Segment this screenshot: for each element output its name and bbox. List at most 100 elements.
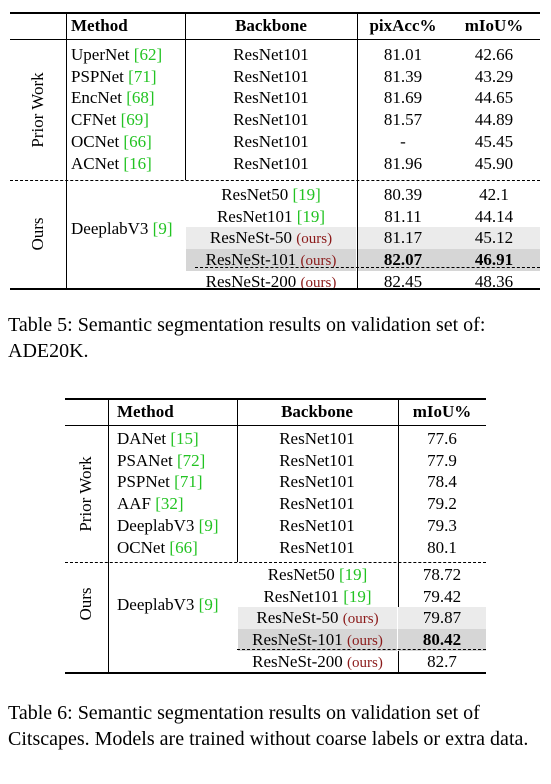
backbone-cell: ResNet101 — [279, 472, 355, 492]
miou-cell: 44.14 — [474, 206, 514, 226]
pixacc-cell: 81.96 — [383, 153, 423, 173]
miou-cell: 77.6 — [427, 429, 457, 448]
method-cite: [62] — [133, 45, 163, 64]
pixacc-cell: 81.57 — [383, 110, 423, 130]
table-5: Method Backbone pixAcc% mIoU% Prior Work… — [10, 12, 540, 291]
pixacc-cell: 81.01 — [383, 45, 423, 64]
miou-cell: 79.87 — [398, 607, 486, 630]
pixacc-cell: 80.39 — [383, 185, 423, 204]
backbone-cell: ResNet101 — [279, 450, 355, 470]
bottom-rule — [65, 672, 486, 674]
table-row: PSANet [72] ResNet101 77.9 — [65, 450, 486, 472]
method-name: PSANet — [117, 450, 173, 470]
vrule-method — [237, 398, 238, 562]
method-name: PSPNet — [117, 472, 170, 492]
method-cell: UperNet [62] — [71, 44, 162, 66]
miou-cell: 43.29 — [474, 66, 514, 86]
backbone-name: ResNet101 — [216, 206, 293, 226]
backbone-cell: ResNet101 [19] — [238, 586, 397, 608]
pixacc-cell: - — [400, 131, 406, 151]
backbone-cell: ResNet50 [19] — [238, 564, 397, 586]
method-cite: [16] — [123, 153, 152, 173]
header-pixacc: pixAcc% — [369, 16, 437, 35]
vrule-group — [108, 398, 109, 674]
method-cell: OCNet [66] — [117, 537, 198, 559]
table-row: ResNet50 [19] 80.39 42.1 — [10, 184, 540, 206]
table-row: ResNet50 [19] 78.72 — [65, 564, 486, 586]
backbone-cell: ResNet50 [19] — [186, 184, 356, 206]
backbone-cell: ResNeSt-101 (ours) — [186, 249, 356, 272]
table-row: ACNet [16] ResNet101 81.96 45.90 — [10, 153, 540, 175]
miou-cell: 48.36 — [474, 271, 514, 291]
pixacc-cell: 81.17 — [358, 227, 448, 250]
miou-cell: 78.72 — [422, 565, 462, 584]
method-cite: [15] — [170, 429, 199, 448]
header-method: Method — [71, 16, 128, 35]
method-name: DANet — [117, 429, 167, 448]
pixacc-cell: 81.69 — [383, 88, 423, 108]
method-name: ACNet — [71, 153, 120, 173]
backbone-name: ResNeSt-200 — [205, 271, 297, 291]
miou-cell: 44.89 — [474, 110, 514, 130]
ours-method: DeeplabV3 [9] — [71, 218, 173, 240]
backbone-cell: ResNet101 [19] — [186, 206, 356, 228]
group-separator — [65, 562, 486, 563]
miou-cell: 79.3 — [427, 515, 457, 535]
ours-tag: (ours) — [300, 274, 337, 291]
backbone-cell: ResNet101 — [233, 45, 309, 64]
table-row: PSPNet [71] ResNet101 81.39 43.29 — [10, 66, 540, 88]
pixacc-cell: 81.39 — [383, 66, 423, 86]
ours-method: DeeplabV3 [9] — [117, 594, 219, 616]
method-cite: [71] — [174, 472, 203, 492]
last-row-separator — [195, 267, 540, 268]
header-miou: mIoU% — [412, 402, 472, 421]
miou-cell: 77.9 — [427, 450, 457, 470]
header-row: Method Backbone pixAcc% mIoU% — [10, 15, 540, 37]
backbone-cell: ResNet101 — [279, 494, 355, 514]
table-row: DANet [15] ResNet101 77.6 — [65, 428, 486, 450]
backbone-name: ResNet50 — [267, 565, 335, 584]
miou-cell: 80.42 — [398, 629, 486, 652]
ours-method-name: DeeplabV3 — [117, 595, 195, 614]
vrule-group — [66, 12, 67, 288]
method-name: CFNet — [71, 110, 117, 130]
miou-cell: 42.66 — [474, 45, 514, 64]
method-cite: [72] — [176, 450, 206, 470]
header-method: Method — [117, 402, 174, 421]
pixacc-cell: 82.45 — [383, 271, 423, 291]
method-cell: CFNet [69] — [71, 109, 149, 131]
bottom-rule — [10, 288, 540, 290]
table-6: Method Backbone mIoU% Prior Work DANet [… — [65, 398, 486, 674]
miou-cell: 45.45 — [474, 131, 514, 151]
header-rule — [10, 39, 540, 40]
header-row: Method Backbone mIoU% — [65, 401, 486, 423]
table-5-caption: Table 5: Semantic segmentation results o… — [8, 314, 486, 362]
backbone-name: ResNet101 — [263, 586, 339, 606]
miou-cell: 46.91 — [448, 249, 540, 272]
ours-tag: (ours) — [342, 611, 379, 628]
backbone-cell: ResNeSt-200 (ours) — [238, 651, 397, 673]
method-cell: AAF [32] — [117, 493, 184, 515]
header-rule — [65, 425, 486, 426]
backbone-cite: [19] — [338, 565, 368, 584]
header-backbone: Backbone — [281, 402, 353, 421]
backbone-cell: ResNet101 — [279, 429, 355, 448]
method-cite: [66] — [169, 537, 198, 557]
method-cell: PSPNet [71] — [71, 66, 157, 88]
table-row: PSPNet [71] ResNet101 78.4 — [65, 471, 486, 493]
backbone-name: ResNeSt-101 — [205, 250, 297, 270]
pixacc-cell: 82.07 — [358, 249, 448, 272]
ours-tag: (ours) — [347, 633, 383, 650]
backbone-cell: ResNeSt-50 (ours) — [186, 227, 356, 250]
group-separator — [10, 180, 540, 181]
table-row: UperNet [62] ResNet101 81.01 42.66 — [10, 44, 540, 66]
backbone-cell: ResNeSt-200 (ours) — [186, 271, 356, 293]
method-cell: ACNet [16] — [71, 153, 152, 175]
table-row: OCNet [66] ResNet101 80.1 — [65, 537, 486, 559]
method-name: OCNet — [71, 131, 120, 151]
ours-tag: (ours) — [296, 231, 333, 248]
miou-cell: 44.65 — [474, 88, 514, 108]
backbone-cell: ResNet101 — [233, 153, 309, 173]
table-row: ResNeSt-101 (ours) 82.07 46.91 — [10, 249, 540, 272]
method-cite: [66] — [123, 131, 152, 151]
